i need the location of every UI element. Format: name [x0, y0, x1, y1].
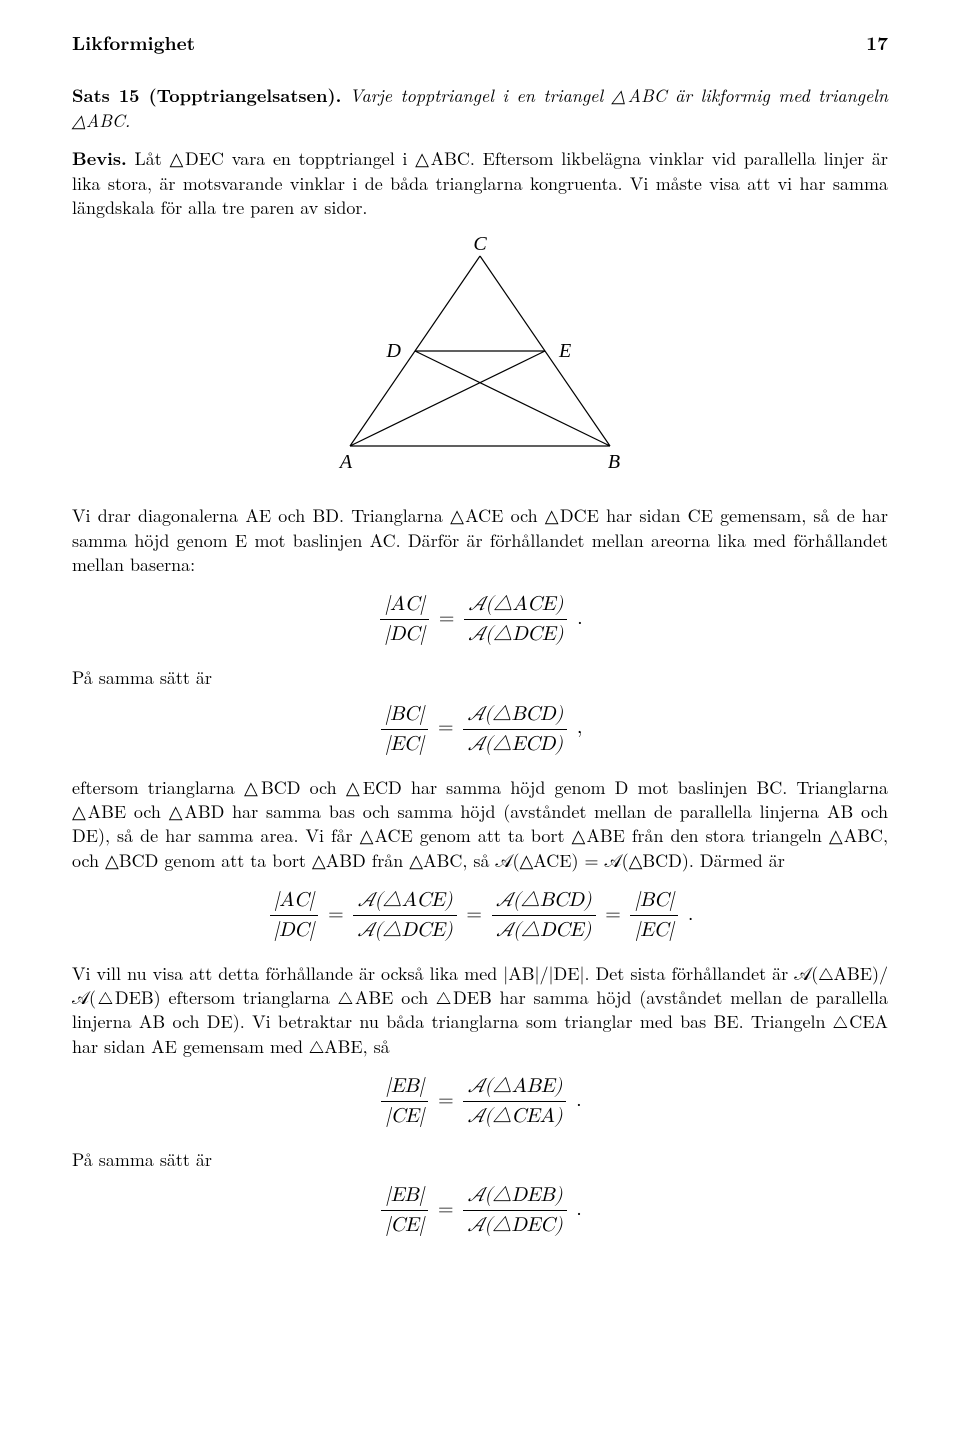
eq2-tail: ,	[577, 710, 583, 739]
eq3-t2-den: 𝒜(△DCE)	[353, 916, 456, 944]
eq5-lhs-num: |EB|	[381, 1182, 428, 1211]
svg-text:B: B	[608, 451, 620, 473]
theorem: Sats 15 (Topptriangelsatsen). Varje topp…	[72, 84, 888, 134]
eq4-lhs-num: |EB|	[381, 1073, 428, 1102]
eq3-tail: .	[688, 897, 694, 926]
triangle-figure: C D E A B	[72, 236, 888, 482]
equation-5: |EB||CE| = 𝒜(△DEB)𝒜(△DEC) .	[72, 1182, 888, 1239]
eq5-rhs-num: 𝒜(△DEB)	[463, 1182, 566, 1211]
eq3-t3-den: 𝒜(△DCE)	[492, 916, 596, 944]
para3-lead: På samma sätt är	[72, 666, 888, 690]
eq4-lhs-den: |CE|	[381, 1102, 428, 1130]
eq3-t4-den: |EC|	[630, 916, 678, 944]
eq1-rhs-num: 𝒜(△ACE)	[464, 591, 567, 620]
para5: Vi vill nu visa att detta förhållande är…	[72, 962, 888, 1059]
svg-text:C: C	[473, 236, 487, 255]
para6-lead: På samma sätt är	[72, 1148, 888, 1172]
eq1-lhs-num: |AC|	[380, 591, 429, 620]
page-header: Likformighet 17	[72, 30, 888, 56]
eq2-lhs-num: |BC|	[381, 701, 429, 730]
eq4-rhs-num: 𝒜(△ABE)	[463, 1073, 566, 1102]
proof-p1: Bevis. Låt △DEC vara en topptriangel i △…	[72, 147, 888, 220]
eq2-rhs-den: 𝒜(△ECD)	[463, 730, 567, 758]
eq1-tail: .	[577, 601, 583, 630]
eq3-t1-den: |DC|	[270, 916, 319, 944]
eq1-lhs-den: |DC|	[380, 620, 429, 648]
proof-head: Bevis.	[72, 146, 127, 171]
header-page-number: 17	[866, 30, 888, 56]
equation-3: |AC||DC| = 𝒜(△ACE)𝒜(△DCE) = 𝒜(△BCD)𝒜(△DC…	[72, 887, 888, 944]
eq3-t1-num: |AC|	[270, 887, 319, 916]
para2: Vi drar diagonalerna AE och BD. Triangla…	[72, 504, 888, 577]
eq3-t3-num: 𝒜(△BCD)	[492, 887, 596, 916]
eq2-rhs-num: 𝒜(△BCD)	[463, 701, 567, 730]
proof-p1-text: Låt △DEC vara en topptriangel i △ABC. Ef…	[72, 146, 888, 220]
eq2-lhs-den: |EC|	[381, 730, 429, 758]
eq5-lhs-den: |CE|	[381, 1211, 428, 1239]
eq4-tail: .	[576, 1083, 582, 1112]
equation-1: |AC||DC| = 𝒜(△ACE)𝒜(△DCE) .	[72, 591, 888, 648]
eq5-rhs-den: 𝒜(△DEC)	[463, 1211, 566, 1239]
header-left: Likformighet	[72, 30, 195, 56]
equation-2: |BC||EC| = 𝒜(△BCD)𝒜(△ECD) ,	[72, 701, 888, 758]
svg-text:A: A	[338, 451, 353, 473]
svg-text:D: D	[386, 340, 402, 362]
eq3-t2-num: 𝒜(△ACE)	[353, 887, 456, 916]
theorem-head: Sats 15 (Topptriangelsatsen).	[72, 83, 341, 108]
eq1-rhs-den: 𝒜(△DCE)	[464, 620, 567, 648]
triangle-svg: C D E A B	[310, 236, 650, 476]
page: Likformighet 17 Sats 15 (Topptriangelsat…	[0, 0, 960, 1446]
equation-4: |EB||CE| = 𝒜(△ABE)𝒜(△CEA) .	[72, 1073, 888, 1130]
svg-text:E: E	[558, 340, 571, 362]
eq5-tail: .	[576, 1192, 582, 1221]
para4: eftersom trianglarna △BCD och △ECD har s…	[72, 776, 888, 873]
eq3-t4-num: |BC|	[630, 887, 678, 916]
eq4-rhs-den: 𝒜(△CEA)	[463, 1102, 566, 1130]
